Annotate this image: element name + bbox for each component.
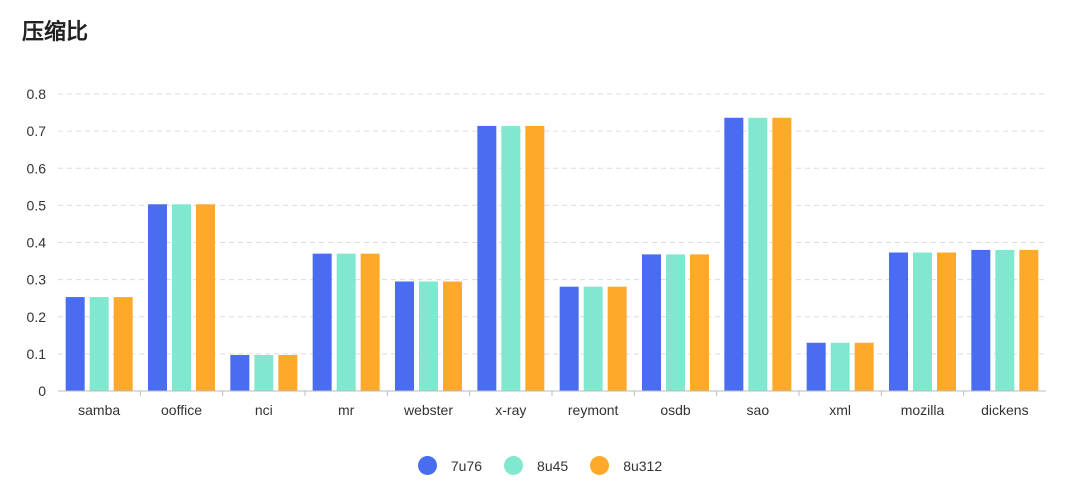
- bar-7u76-dickens[interactable]: [971, 249, 991, 391]
- y-tick-label: 0.7: [27, 123, 47, 139]
- y-axis: 0 0.1 0.2 0.3 0.4 0.5 0.6 0.7 0.8: [27, 86, 47, 399]
- bar-7u76-mr[interactable]: [312, 253, 332, 391]
- legend-item-8u45[interactable]: 8u45: [504, 456, 568, 475]
- x-tick-label: samba: [78, 402, 120, 418]
- chart-title: 压缩比: [22, 20, 89, 45]
- bar-8u45-osdb[interactable]: [666, 254, 685, 391]
- bar-8u312-samba[interactable]: [113, 297, 133, 391]
- bar-8u45-ooffice[interactable]: [172, 204, 191, 391]
- bar-8u45-reymont[interactable]: [583, 286, 603, 391]
- x-tick-label: reymont: [568, 402, 619, 418]
- bar-7u76-reymont[interactable]: [559, 286, 579, 391]
- x-tick-label: dickens: [981, 402, 1028, 418]
- bar-8u312-x-ray[interactable]: [525, 125, 545, 392]
- bar-7u76-osdb[interactable]: [642, 254, 661, 391]
- x-tick-label: nci: [255, 402, 273, 418]
- legend-item-8u312[interactable]: 8u312: [590, 456, 662, 475]
- y-tick-label: 0.8: [27, 86, 47, 102]
- bar-7u76-webster[interactable]: [395, 281, 414, 391]
- y-tick-label: 0.1: [27, 346, 47, 362]
- bar-8u312-mr[interactable]: [360, 253, 380, 391]
- legend-label-8u312: 8u312: [623, 457, 663, 474]
- x-tick-label: webster: [403, 402, 453, 418]
- x-tick-label: osdb: [660, 402, 691, 418]
- y-tick-label: 0: [38, 383, 46, 399]
- bar-8u312-sao[interactable]: [772, 117, 792, 391]
- y-tick-label: 0.5: [27, 197, 47, 213]
- bar-8u45-samba[interactable]: [89, 297, 109, 391]
- x-axis: samba ooffice nci mr webster x-ray reymont osdb…: [58, 390, 1046, 418]
- bar-8u312-ooffice[interactable]: [196, 204, 215, 391]
- y-tick-label: 0.6: [27, 160, 47, 176]
- bar-7u76-xml[interactable]: [806, 342, 826, 391]
- bar-7u76-mozilla[interactable]: [889, 252, 908, 391]
- bar-8u312-xml[interactable]: [854, 342, 874, 391]
- bars: [65, 117, 1039, 392]
- x-tick-label: sao: [747, 402, 770, 418]
- bar-8u45-webster[interactable]: [419, 281, 438, 391]
- gridlines: [58, 93, 1046, 355]
- bar-8u312-dickens[interactable]: [1019, 249, 1039, 391]
- bar-8u45-dickens[interactable]: [995, 249, 1015, 391]
- bar-chart: 0 0.1 0.2 0.3 0.4 0.5 0.6 0.7 0.8 samba ooffice nc…: [27, 86, 1046, 418]
- bar-8u45-sao[interactable]: [748, 117, 768, 391]
- legend-label-8u45: 8u45: [537, 457, 569, 474]
- bar-8u45-mozilla[interactable]: [913, 252, 932, 391]
- bar-7u76-x-ray[interactable]: [477, 125, 497, 392]
- bar-7u76-nci[interactable]: [230, 354, 250, 391]
- legend-item-7u76[interactable]: 7u76: [417, 456, 483, 475]
- x-tick-label: mozilla: [901, 402, 945, 418]
- bar-8u45-mr[interactable]: [336, 253, 356, 391]
- y-tick-label: 0.2: [27, 309, 47, 325]
- bar-8u312-nci[interactable]: [278, 354, 298, 391]
- bar-8u45-nci[interactable]: [254, 354, 274, 391]
- y-tick-label: 0.4: [27, 235, 47, 251]
- bar-8u312-osdb[interactable]: [690, 254, 709, 391]
- legend-swatch-8u312: [590, 456, 610, 475]
- bar-8u45-xml[interactable]: [830, 342, 850, 391]
- y-tick-label: 0.3: [27, 272, 47, 288]
- bar-8u312-webster[interactable]: [443, 281, 462, 391]
- x-tick-label: xml: [829, 402, 851, 418]
- x-tick-label: x-ray: [495, 402, 526, 418]
- bar-7u76-samba[interactable]: [65, 297, 85, 391]
- legend: 7u76 8u45 8u312: [0, 456, 1080, 475]
- bar-8u45-x-ray[interactable]: [501, 125, 521, 392]
- x-tick-label: ooffice: [161, 402, 202, 418]
- x-tick-label: mr: [338, 402, 355, 418]
- bar-8u312-reymont[interactable]: [607, 286, 627, 391]
- legend-swatch-8u45: [504, 456, 524, 475]
- bar-7u76-ooffice[interactable]: [148, 204, 167, 391]
- legend-swatch-7u76: [417, 456, 437, 475]
- bar-8u312-mozilla[interactable]: [937, 252, 956, 391]
- bar-7u76-sao[interactable]: [724, 117, 744, 391]
- legend-label-7u76: 7u76: [450, 457, 483, 474]
